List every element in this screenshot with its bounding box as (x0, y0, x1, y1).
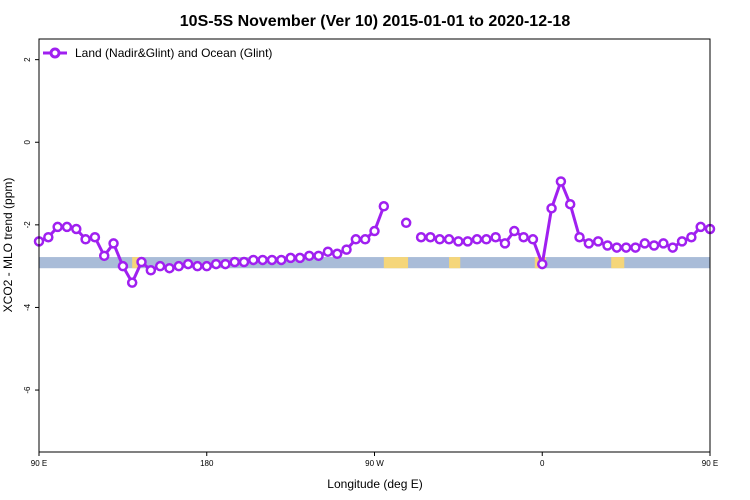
legend-label: Land (Nadir&Glint) and Ocean (Glint) (75, 46, 272, 60)
data-point (266, 254, 278, 266)
data-point (555, 176, 567, 187)
data-point (341, 244, 352, 255)
data-point (490, 231, 501, 243)
data-point (313, 250, 324, 262)
data-point (257, 254, 268, 266)
x-axis: 90 E 180 90 W 0 90 E (31, 452, 718, 468)
land-band-segment (611, 257, 625, 269)
data-point (546, 203, 557, 214)
series-points (33, 176, 716, 288)
x-tick-label: 180 (200, 459, 214, 468)
x-tick-label: 90 E (702, 459, 718, 468)
data-point (434, 234, 445, 245)
land-band-segment (132, 257, 140, 269)
data-point (564, 198, 576, 210)
data-point (350, 234, 362, 245)
data-point (611, 242, 623, 253)
y-tick-label: 2 (23, 57, 32, 62)
data-point (71, 223, 82, 235)
data-point (527, 234, 539, 245)
x-axis-label: Longitude (deg E) (327, 477, 422, 491)
data-point (229, 256, 240, 268)
data-point (126, 277, 138, 288)
data-point (192, 260, 203, 272)
series-line-segment (421, 179, 711, 266)
data-point (89, 231, 101, 243)
data-point (276, 254, 287, 266)
data-point (164, 262, 175, 274)
ocean-band (39, 257, 710, 269)
y-tick-label: -6 (23, 386, 32, 394)
y-axis-label: XCO2 - MLO trend (ppm) (1, 178, 15, 313)
legend: Land (Nadir&Glint) and Ocean (Glint) (43, 46, 272, 60)
data-point (248, 254, 259, 266)
data-point (52, 221, 63, 233)
data-point (294, 252, 306, 264)
y-axis: 2 0 -2 -4 -6 (23, 57, 39, 394)
data-point (695, 221, 706, 233)
data-point (98, 250, 110, 262)
land-band-segment (383, 257, 409, 269)
data-point (145, 265, 157, 276)
data-point (630, 242, 641, 253)
data-point (182, 258, 194, 270)
chart-title: 10S-5S November (Ver 10) 2015-01-01 to 2… (180, 13, 571, 30)
legend-point-marker (49, 47, 61, 59)
data-point (443, 234, 455, 245)
x-tick-label: 90 W (365, 459, 384, 468)
data-point (331, 248, 343, 260)
data-point (639, 238, 651, 249)
data-point (676, 236, 688, 247)
data-point (499, 238, 511, 249)
data-point (574, 231, 585, 243)
data-point (359, 234, 371, 245)
data-point (43, 231, 54, 243)
data-point (425, 231, 436, 243)
data-point (462, 236, 473, 247)
land-band-segment (449, 257, 461, 269)
series-line-segment (38, 205, 386, 285)
data-point (400, 217, 412, 229)
data-point (620, 242, 632, 253)
data-point (304, 250, 315, 262)
data-point (648, 240, 660, 251)
data-point (602, 240, 613, 251)
data-point (173, 260, 185, 272)
data-point (658, 238, 669, 249)
data-point (136, 256, 147, 268)
data-point (686, 231, 697, 243)
x-tick-label: 90 E (31, 459, 47, 468)
y-tick-label: -2 (23, 221, 32, 229)
data-point (154, 260, 166, 272)
data-point (415, 231, 427, 243)
y-tick-label: 0 (23, 139, 32, 144)
data-point (369, 225, 380, 237)
data-point (509, 225, 520, 237)
data-point (238, 256, 250, 268)
data-point (117, 260, 129, 272)
data-point (667, 242, 678, 253)
data-point (201, 260, 212, 272)
data-point (453, 236, 464, 247)
data-point (285, 252, 296, 264)
data-point (322, 246, 334, 257)
data-point (378, 201, 390, 212)
data-point (537, 258, 548, 270)
data-point (210, 258, 222, 270)
data-point (220, 258, 231, 270)
data-point (61, 221, 73, 233)
y-tick-label: -4 (23, 303, 32, 311)
data-point (592, 236, 604, 247)
data-point (471, 234, 483, 245)
data-point (583, 238, 595, 249)
data-point (80, 234, 91, 245)
data-point (108, 238, 119, 249)
data-point (518, 231, 529, 243)
data-point (481, 234, 492, 245)
x-tick-label: 0 (540, 459, 545, 468)
